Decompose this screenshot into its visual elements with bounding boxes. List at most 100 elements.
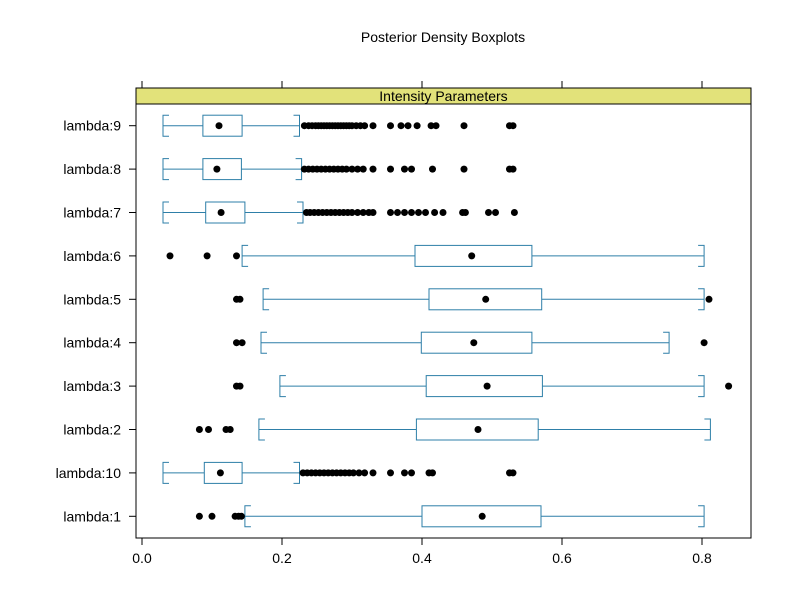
outlier-point <box>408 469 415 477</box>
median-point <box>217 209 225 216</box>
outlier-point <box>387 469 394 477</box>
outlier-point <box>413 122 421 130</box>
boxplot-row: lambda:10 <box>56 461 517 484</box>
outlier-point <box>705 295 713 303</box>
outlier-point <box>460 165 468 173</box>
outlier-point <box>509 165 517 173</box>
outlier-point <box>725 382 733 390</box>
outlier-point <box>238 339 246 347</box>
outlier-point <box>432 122 440 130</box>
outlier-point <box>401 469 408 477</box>
whisker-cap-high <box>698 244 705 267</box>
whisker-cap-low <box>162 158 169 181</box>
whisker-cap-low <box>262 288 270 311</box>
y-tick-label: lambda:7 <box>63 205 121 221</box>
iqr-box <box>202 114 243 137</box>
whisker-cap-low <box>260 331 267 354</box>
iqr-box <box>421 505 542 528</box>
whisker-cap-low <box>162 461 169 484</box>
outlier-point <box>359 165 367 173</box>
outlier-point <box>431 209 439 216</box>
outlier-point <box>369 209 377 216</box>
boxplot-row: lambda:1 <box>63 505 705 528</box>
outlier-point <box>166 252 174 260</box>
outlier-point <box>408 209 415 216</box>
boxplot-row: lambda:4 <box>63 331 708 354</box>
whisker-cap-low <box>279 375 286 398</box>
boxplot-row: lambda:5 <box>63 288 713 311</box>
x-tick-label: 0.0 <box>132 550 152 566</box>
boxplot-row: lambda:3 <box>63 375 733 398</box>
outlier-point <box>237 512 245 520</box>
outlier-point <box>233 252 240 260</box>
boxplot-row: lambda:8 <box>63 158 517 181</box>
whisker-cap-high <box>698 288 705 311</box>
outlier-point <box>387 165 394 173</box>
outlier-point <box>361 469 369 477</box>
whisker-cap-high <box>663 331 670 354</box>
median-point <box>478 512 486 520</box>
outlier-point <box>387 122 394 130</box>
whisker-cap-high <box>698 375 705 398</box>
outlier-point <box>415 209 422 216</box>
median-point <box>482 295 490 303</box>
whisker-cap-high <box>293 114 300 137</box>
whisker-cap-low <box>241 244 249 267</box>
outlier-point <box>348 209 356 216</box>
y-tick-label: lambda:10 <box>56 465 122 481</box>
outlier-point <box>195 426 203 433</box>
outlier-point <box>387 209 394 216</box>
outlier-point <box>355 469 363 477</box>
outlier-point <box>397 122 405 130</box>
x-tick-label: 0.2 <box>272 550 292 566</box>
outlier-point <box>700 339 708 347</box>
median-point <box>468 252 476 260</box>
x-tick-label: 0.4 <box>412 550 432 566</box>
y-tick-label: lambda:6 <box>63 248 121 264</box>
outlier-point <box>361 122 369 130</box>
outlier-point <box>429 469 436 477</box>
iqr-box <box>415 418 539 441</box>
outlier-point <box>369 122 377 130</box>
strip-label: Intensity Parameters <box>379 88 507 104</box>
outlier-point <box>354 209 362 216</box>
plot-panel <box>135 87 752 539</box>
outlier-point <box>492 209 499 216</box>
median-point <box>483 382 491 390</box>
iqr-box <box>205 201 246 224</box>
outlier-point <box>369 165 377 173</box>
outlier-point <box>203 252 211 260</box>
y-tick-label: lambda:2 <box>63 422 121 438</box>
whisker-cap-low <box>162 201 169 224</box>
median-point <box>213 165 221 173</box>
outlier-point <box>485 209 492 216</box>
outlier-point <box>408 165 415 173</box>
iqr-box <box>202 158 242 181</box>
outlier-point <box>404 122 412 130</box>
chart-title: Posterior Density Boxplots <box>361 29 525 45</box>
median-point <box>474 426 482 433</box>
iqr-box <box>428 288 543 311</box>
iqr-box <box>425 375 543 398</box>
outlier-point <box>509 122 517 130</box>
outlier-point <box>427 122 435 130</box>
strip-header: Intensity Parameters <box>135 87 752 105</box>
y-tick-label: lambda:8 <box>63 161 121 177</box>
median-point <box>216 469 224 477</box>
outlier-point <box>348 165 356 173</box>
outlier-point <box>394 209 401 216</box>
outlier-point <box>342 165 350 173</box>
outlier-point <box>401 209 408 216</box>
boxplot-row: lambda:6 <box>63 244 705 267</box>
median-point <box>470 339 478 347</box>
outlier-point <box>354 165 362 173</box>
outlier-point <box>461 209 469 216</box>
outlier-point <box>460 122 468 130</box>
whisker-cap-low <box>258 418 265 441</box>
outlier-point <box>439 209 447 216</box>
outlier-point <box>510 209 518 216</box>
y-tick-label: lambda:3 <box>63 378 121 394</box>
outlier-point <box>226 426 234 433</box>
outlier-point <box>208 512 216 520</box>
